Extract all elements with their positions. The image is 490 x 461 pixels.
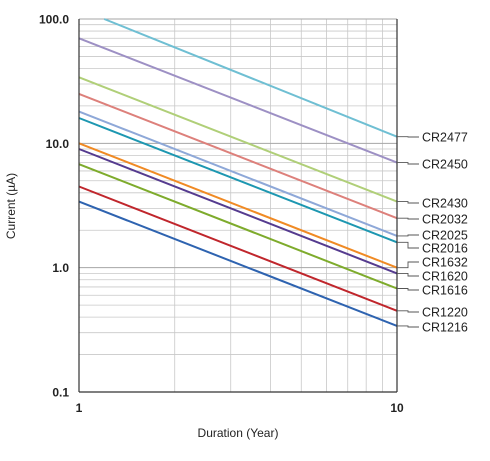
y-tick-label: 100.0 [39,13,69,27]
y-tick-label: 10.0 [46,137,70,151]
y-axis-label: Current (µA) [4,173,18,239]
series-line-cr2430 [78,76,398,203]
series-line-cr2025 [78,110,398,237]
series-leader-line [397,217,419,220]
series-label-cr1616: CR1616 [422,284,468,298]
series-leader-line [397,234,419,237]
series-line-cr1620 [78,148,398,275]
series-label-cr2450: CR2450 [422,158,468,172]
series-leader-line [397,261,419,269]
series-leader-line [397,310,419,313]
series-line-cr2477 [103,18,398,138]
series-label-cr2016: CR2016 [422,242,468,256]
series-leader-line [397,201,419,204]
series-line-cr2032 [78,92,398,220]
series-leader-line [397,162,419,165]
series-line-cr1632 [78,142,398,269]
series-leader-line [397,272,419,277]
chart-series [78,18,398,327]
series-label-cr2477: CR2477 [422,131,468,145]
series-line-cr1616 [78,163,398,290]
x-axis-label: Duration (Year) [198,426,279,440]
series-line-cr2016 [78,117,398,244]
series-label-cr1620: CR1620 [422,270,468,284]
series-label-cr1220: CR1220 [422,306,468,320]
series-line-cr2450 [78,37,398,164]
series-labels: CR2477CR2450CR2430CR2032CR2025CR2016CR16… [397,131,468,335]
series-label-cr1216: CR1216 [422,321,468,335]
x-tick-label: 10 [390,401,404,415]
series-line-cr1216 [78,200,398,327]
chart-grid [79,18,397,393]
chart-axes [78,19,398,393]
chart-tick-labels: 0.1 1.0 10.0 100.0 1 10 [39,13,404,416]
series-label-cr1632: CR1632 [422,256,468,270]
series-label-cr2430: CR2430 [422,197,468,211]
y-tick-label: 1.0 [52,261,69,275]
y-tick-label: 0.1 [52,386,69,400]
x-tick-label: 1 [76,401,83,415]
series-leader-line [397,241,419,249]
series-line-cr1220 [78,185,398,312]
series-leader-line [397,325,419,328]
series-leader-line [397,288,419,291]
series-label-cr2025: CR2025 [422,229,468,243]
series-label-cr2032: CR2032 [422,213,468,227]
